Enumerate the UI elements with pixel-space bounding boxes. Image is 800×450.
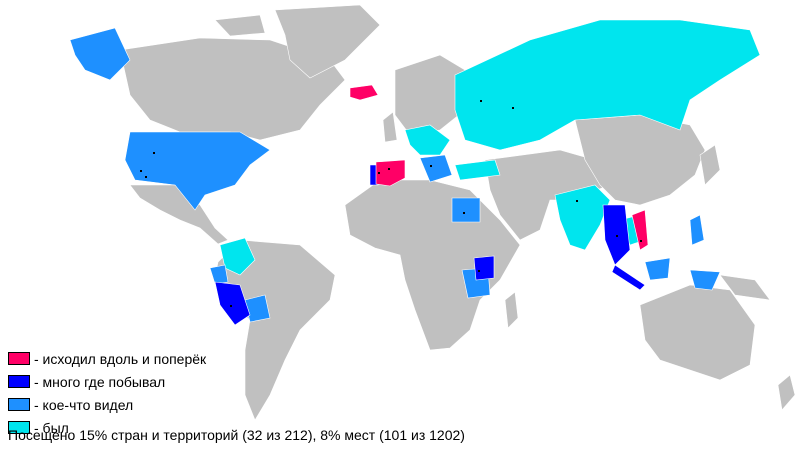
europe-region: [394, 54, 466, 136]
new-zealand-region: [777, 374, 796, 411]
legend-swatch-cyan: [8, 421, 30, 434]
vietnam-region: [631, 209, 649, 251]
place-dot: [378, 172, 380, 174]
papua-region: [719, 274, 771, 301]
unvisited-land: [119, 4, 796, 421]
place-dot: [512, 107, 514, 109]
place-dots: [140, 100, 642, 307]
place-dot: [153, 152, 155, 154]
europe-cyan-region: [404, 124, 451, 156]
place-dot: [576, 200, 578, 202]
australia-region: [639, 284, 756, 381]
alaska-region: [69, 27, 131, 81]
sulawesi-region: [689, 269, 721, 291]
place-dot: [480, 100, 482, 102]
usa-region: [124, 131, 271, 211]
middle-east-region: [484, 149, 611, 241]
mexico-central-america-region: [129, 184, 229, 245]
russia-region: [454, 19, 761, 151]
turkey-region: [454, 159, 501, 181]
japan-region: [699, 144, 721, 186]
legend-item-byl: - был: [8, 416, 206, 439]
canada-region: [119, 37, 346, 141]
india-region: [554, 184, 611, 251]
italy-balkans-region: [419, 154, 453, 183]
legend-swatch-darkblue: [8, 375, 30, 388]
place-dot: [463, 212, 465, 214]
egypt-region: [451, 197, 481, 223]
peru-region: [214, 281, 251, 326]
malaysia-region: [611, 264, 646, 291]
legend-swatch-pink: [8, 352, 30, 365]
spain-region: [375, 159, 406, 187]
place-dot: [388, 168, 390, 170]
legend-label: - был: [34, 419, 69, 436]
place-dot: [640, 240, 642, 242]
madagascar-region: [504, 291, 519, 329]
arctic-islands-region: [214, 14, 266, 37]
place-dot: [140, 170, 142, 172]
place-dot: [616, 235, 618, 237]
legend-item-iskhodil: - исходил вдоль и поперёк: [8, 347, 206, 370]
ecuador-region: [209, 264, 229, 285]
legend-item-videl: - кое-что видел: [8, 393, 206, 416]
kenya-region: [473, 255, 495, 281]
legend-swatch-blue: [8, 398, 30, 411]
iceland-region: [349, 84, 379, 101]
place-dot: [230, 305, 232, 307]
uk-region: [382, 111, 398, 143]
visited-videl: [69, 27, 721, 323]
visit-summary: Посещено 15% стран и территорий (32 из 2…: [8, 427, 465, 443]
place-dot: [145, 176, 147, 178]
colombia-region: [219, 237, 256, 276]
place-dot: [430, 165, 432, 167]
legend-label: - исходил вдоль и поперёк: [34, 350, 207, 367]
map-legend: - исходил вдоль и поперёк - много где по…: [8, 347, 206, 439]
africa-region: [344, 179, 521, 351]
indonesia-region: [644, 257, 671, 281]
legend-item-mnogo: - много где побывал: [8, 370, 206, 393]
philippines-region: [689, 214, 705, 246]
legend-label: - кое-что видел: [34, 396, 134, 413]
place-dot: [478, 270, 480, 272]
greenland-region: [274, 4, 381, 79]
visited-iskhodil: [349, 84, 649, 251]
legend-label: - много где побывал: [34, 373, 166, 390]
